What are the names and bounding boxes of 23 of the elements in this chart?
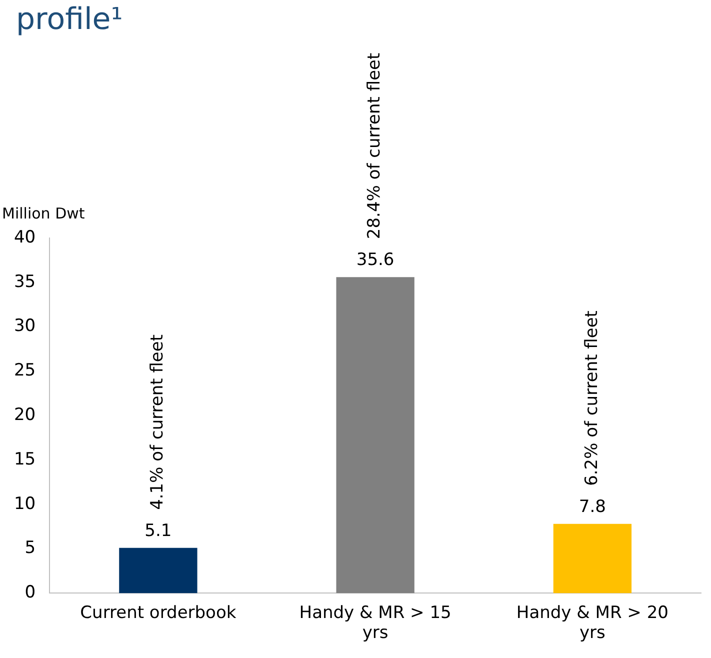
x-tick-label: Current orderbook: [80, 602, 236, 623]
annotation: 28.4% of current fleet: [364, 52, 385, 240]
y-tick-label: 15: [14, 449, 36, 470]
y-tick-label: 10: [14, 494, 36, 514]
y-tick-label: 25: [14, 360, 36, 381]
y-tick-label: 20: [14, 405, 36, 426]
data-label: 5.1: [144, 520, 172, 541]
x-tick-label: Handy & MR > 20 yrs: [516, 602, 668, 644]
annotation: 4.1% of current fleet: [148, 334, 168, 510]
bar: [336, 277, 414, 594]
y-tick-label: 35: [14, 272, 36, 292]
bar: [119, 548, 198, 594]
x-tick-label: Handy & MR > 15 yrs: [299, 602, 452, 644]
bar: [553, 524, 632, 594]
y-tick-label: 0: [24, 582, 36, 603]
y-tick-label: 40: [14, 227, 36, 248]
y-axis-title: Million Dwt: [2, 204, 85, 222]
chart-title: profile¹: [16, 2, 123, 37]
y-tick-label: 5: [24, 538, 36, 558]
annotation: 6.2% of current fleet: [582, 310, 602, 486]
data-label: 7.8: [578, 496, 606, 517]
data-label: 35.6: [356, 250, 394, 270]
y-tick-label: 30: [14, 316, 36, 336]
